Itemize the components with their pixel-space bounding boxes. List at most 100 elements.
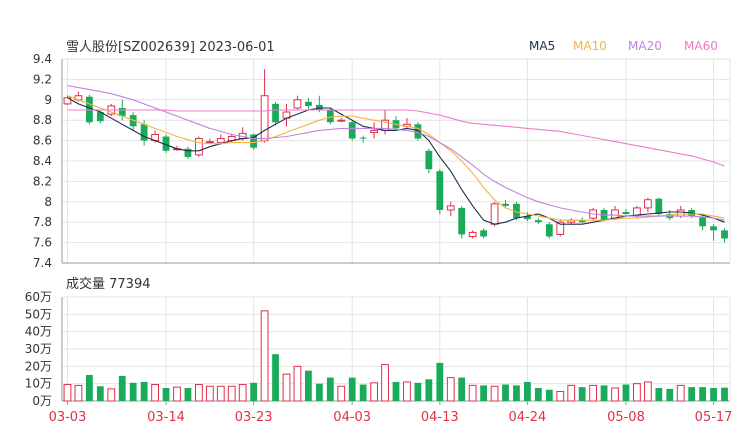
volume-bar-up	[282, 373, 291, 402]
candle-body-up	[611, 209, 619, 219]
volume-bar-down	[710, 388, 717, 401]
candle-body-up	[370, 129, 378, 133]
candle-body-up	[205, 141, 214, 144]
price-axis-tick-label: 8.6	[33, 134, 52, 148]
price-axis-tick-label: 8	[44, 195, 52, 209]
volume-bar-up	[216, 385, 225, 402]
volume-bar-up	[151, 384, 159, 402]
date-tick-label: 03-14	[147, 410, 185, 425]
volume-bar-down	[600, 385, 608, 401]
volume-bar-up	[293, 365, 302, 402]
candle-body-down	[721, 230, 728, 239]
legend-ma5: MA5	[529, 39, 556, 53]
volume-bar-up	[490, 385, 499, 402]
candle-body-down	[534, 220, 542, 223]
candle-body-up	[490, 203, 499, 225]
chart-title: 雪人股份[SZ002639] 2023-06-01	[66, 40, 275, 55]
ma10-line	[67, 95, 725, 221]
date-tick-label: 04-03	[333, 410, 371, 425]
candle-body-down	[436, 171, 444, 210]
candle-body-up	[216, 138, 225, 144]
legend-ma60: MA60	[684, 39, 718, 53]
volume-bar-down	[688, 387, 696, 401]
volume-bar-down	[458, 377, 466, 401]
date-tick-label: 03-03	[49, 410, 87, 425]
volume-bar-down	[699, 387, 707, 401]
date-tick-label: 03-23	[235, 410, 273, 425]
volume-bar-up	[74, 384, 83, 402]
volume-bar-up	[173, 386, 181, 402]
volume-axis-tick-label: 50万	[25, 307, 52, 321]
price-axis-tick-label: 9.2	[33, 72, 52, 86]
volume-bar-up	[611, 387, 619, 402]
volume-axis-tick-label: 60万	[25, 290, 52, 304]
volume-bar-down	[655, 388, 663, 401]
volume-axis-tick-label: 20万	[25, 359, 52, 373]
volume-bar-down	[272, 354, 279, 401]
volume-bar-down	[622, 384, 630, 401]
candle-body-down	[414, 124, 422, 139]
candle-body-down	[545, 224, 553, 237]
volume-bar-down	[578, 387, 586, 401]
candle-body-up	[63, 97, 72, 105]
price-axis-tick-label: 7.6	[33, 236, 52, 250]
price-axis-tick-label: 7.8	[33, 215, 52, 229]
volume-bar-up	[260, 310, 269, 402]
volume-bar-up	[63, 384, 72, 402]
volume-axis-tick-label: 10万	[25, 377, 52, 391]
candle-body-down	[304, 101, 312, 106]
volume-bar-up	[194, 384, 203, 402]
candle-body-down	[524, 216, 531, 220]
volume-axis-tick-label: 0万	[32, 394, 52, 408]
volume-bar-up	[589, 384, 598, 402]
volume-bar-up	[381, 364, 389, 402]
candle-body-down	[359, 137, 367, 139]
volume-bar-down	[348, 377, 356, 401]
volume-bar-down	[721, 387, 728, 401]
candle-body-down	[502, 203, 509, 206]
candle-body-down	[184, 148, 192, 157]
legend-ma20: MA20	[628, 39, 662, 53]
volume-bar-down	[184, 388, 192, 401]
candle-body-down	[622, 212, 630, 215]
candle-body-down	[96, 112, 104, 122]
volume-bar-up	[370, 382, 378, 402]
ma60-line	[67, 109, 725, 167]
candle-body-down	[326, 110, 334, 123]
volume-axis-tick-label: 30万	[25, 342, 52, 356]
candle-body-up	[556, 221, 565, 235]
date-tick-label: 04-13	[421, 410, 459, 425]
candle-body-down	[140, 124, 148, 141]
candle-body-down	[578, 220, 586, 223]
candle-body-up	[337, 119, 346, 122]
volume-bar-up	[227, 385, 236, 402]
volume-axis-tick-label: 40万	[25, 325, 52, 339]
volume-bar-down	[129, 382, 137, 401]
candle-body-down	[480, 230, 488, 237]
volume-bar-down	[315, 383, 323, 401]
volume-bar-down	[513, 385, 520, 401]
volume-bar-down	[436, 362, 444, 401]
volume-bar-down	[524, 381, 531, 401]
candle-body-down	[162, 136, 170, 151]
price-axis-tick-label: 7.4	[33, 256, 52, 270]
volume-bar-up	[556, 390, 565, 402]
candle-body-up	[468, 231, 477, 237]
price-axis-tick-label: 8.4	[33, 154, 52, 168]
candle-body-up	[676, 209, 685, 217]
volume-bar-down	[326, 377, 334, 401]
volume-bar-down	[85, 375, 93, 401]
volume-bar-up	[337, 385, 346, 402]
candle-body-down	[458, 207, 466, 235]
volume-bar-up	[107, 388, 116, 402]
price-axis-tick-label: 8.2	[33, 174, 52, 188]
price-axis-tick-label: 9.4	[33, 52, 52, 66]
candle-body-down	[699, 217, 707, 227]
candle-body-up	[260, 95, 269, 142]
price-axis-tick-label: 9	[44, 93, 52, 107]
volume-bar-up	[238, 384, 247, 402]
candle-body-down	[272, 103, 279, 123]
ma20-line	[67, 84, 725, 221]
candle-body-down	[250, 134, 258, 148]
